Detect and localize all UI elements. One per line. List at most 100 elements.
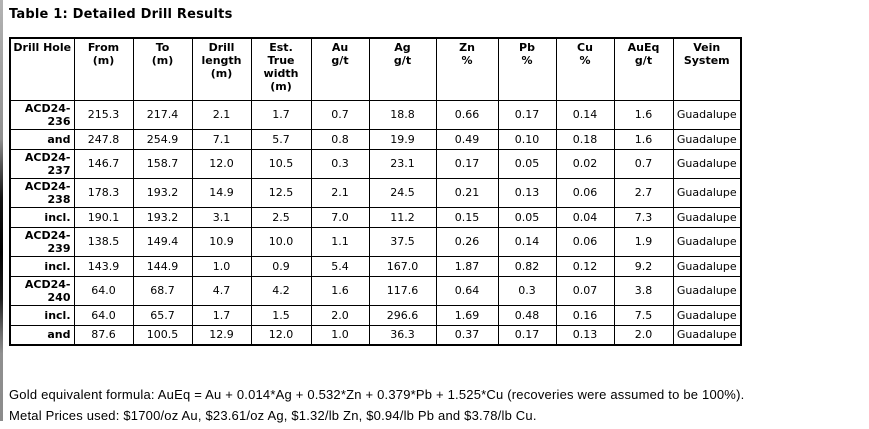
au-cell: 1.0 [310, 324, 370, 346]
drill-hole-cell: ACD24-239 [9, 226, 75, 257]
zn-cell: 0.37 [435, 324, 499, 346]
cu-cell: 0.07 [555, 275, 615, 306]
true-width-cell: 10.5 [250, 148, 312, 179]
col-header-drill-length: Drill length (m) [191, 37, 252, 101]
to-cell: 217.4 [132, 99, 193, 130]
drill-hole-cell: incl. [9, 304, 75, 326]
table-row: ACD24-236 215.3 217.4 2.1 1.7 0.7 18.8 0… [9, 99, 742, 130]
drill-length-cell: 4.7 [191, 275, 252, 306]
to-cell: 149.4 [132, 226, 193, 257]
to-cell: 144.9 [132, 255, 193, 277]
col-header-au: Au g/t [310, 37, 370, 101]
from-cell: 64.0 [73, 304, 134, 326]
cu-cell: 0.14 [555, 99, 615, 130]
to-cell: 254.9 [132, 128, 193, 150]
zn-cell: 0.21 [435, 177, 499, 208]
ag-cell: 18.8 [368, 99, 437, 130]
zn-cell: 0.64 [435, 275, 499, 306]
zn-cell: 1.69 [435, 304, 499, 326]
vein-cell: Guadalupe [672, 324, 742, 346]
from-cell: 138.5 [73, 226, 134, 257]
au-cell: 0.7 [310, 99, 370, 130]
ag-cell: 167.0 [368, 255, 437, 277]
zn-cell: 0.49 [435, 128, 499, 150]
table-row: ACD24-240 64.0 68.7 4.7 4.2 1.6 117.6 0.… [9, 275, 742, 306]
pb-cell: 0.05 [497, 206, 557, 228]
footnote-aueq-formula: Gold equivalent formula: AuEq = Au + 0.0… [9, 387, 745, 402]
vein-cell: Guadalupe [672, 206, 742, 228]
drill-hole-cell: and [9, 128, 75, 150]
ag-cell: 296.6 [368, 304, 437, 326]
cu-cell: 0.13 [555, 324, 615, 346]
ag-cell: 117.6 [368, 275, 437, 306]
col-header-from: From (m) [73, 37, 134, 101]
drill-length-cell: 1.7 [191, 304, 252, 326]
drill-hole-cell: ACD24-238 [9, 177, 75, 208]
table-row: incl. 190.1 193.2 3.1 2.5 7.0 11.2 0.15 … [9, 206, 742, 228]
drill-length-cell: 12.9 [191, 324, 252, 346]
from-cell: 64.0 [73, 275, 134, 306]
vein-cell: Guadalupe [672, 275, 742, 306]
aueq-cell: 9.2 [613, 255, 674, 277]
from-cell: 215.3 [73, 99, 134, 130]
footnotes: Gold equivalent formula: AuEq = Au + 0.0… [9, 387, 744, 423]
au-cell: 0.3 [310, 148, 370, 179]
col-header-to: To (m) [132, 37, 193, 101]
drill-hole-cell: incl. [9, 206, 75, 228]
document-page: Table 1: Detailed Drill Results Drill Ho… [9, 0, 744, 429]
table-row: ACD24-239 138.5 149.4 10.9 10.0 1.1 37.5… [9, 226, 742, 257]
vein-cell: Guadalupe [672, 226, 742, 257]
table-row: incl. 143.9 144.9 1.0 0.9 5.4 167.0 1.87… [9, 255, 742, 277]
aueq-cell: 1.6 [613, 128, 674, 150]
table-title: Table 1: Detailed Drill Results [9, 7, 233, 22]
zn-cell: 0.26 [435, 226, 499, 257]
cu-cell: 0.16 [555, 304, 615, 326]
au-cell: 7.0 [310, 206, 370, 228]
pb-cell: 0.10 [497, 128, 557, 150]
drill-hole-cell: and [9, 324, 75, 346]
from-cell: 146.7 [73, 148, 134, 179]
col-header-cu: Cu % [555, 37, 615, 101]
drill-length-cell: 1.0 [191, 255, 252, 277]
drill-length-cell: 7.1 [191, 128, 252, 150]
au-cell: 0.8 [310, 128, 370, 150]
pb-cell: 0.3 [497, 275, 557, 306]
true-width-cell: 1.7 [250, 99, 312, 130]
au-cell: 1.6 [310, 275, 370, 306]
vein-cell: Guadalupe [672, 255, 742, 277]
cu-cell: 0.18 [555, 128, 615, 150]
drill-hole-cell: ACD24-240 [9, 275, 75, 306]
drill-length-cell: 10.9 [191, 226, 252, 257]
drill-length-cell: 3.1 [191, 206, 252, 228]
to-cell: 100.5 [132, 324, 193, 346]
pb-cell: 0.13 [497, 177, 557, 208]
drill-hole-cell: ACD24-237 [9, 148, 75, 179]
true-width-cell: 12.5 [250, 177, 312, 208]
col-header-drill-hole: Drill Hole [9, 37, 75, 101]
to-cell: 193.2 [132, 177, 193, 208]
true-width-cell: 5.7 [250, 128, 312, 150]
zn-cell: 0.15 [435, 206, 499, 228]
vein-cell: Guadalupe [672, 304, 742, 326]
table-row: and 247.8 254.9 7.1 5.7 0.8 19.9 0.49 0.… [9, 128, 742, 150]
zn-cell: 0.17 [435, 148, 499, 179]
to-cell: 68.7 [132, 275, 193, 306]
true-width-cell: 0.9 [250, 255, 312, 277]
drill-length-cell: 14.9 [191, 177, 252, 208]
aueq-cell: 7.5 [613, 304, 674, 326]
ag-cell: 19.9 [368, 128, 437, 150]
table-row: and 87.6 100.5 12.9 12.0 1.0 36.3 0.37 0… [9, 324, 742, 346]
pb-cell: 0.05 [497, 148, 557, 179]
ag-cell: 23.1 [368, 148, 437, 179]
ag-cell: 24.5 [368, 177, 437, 208]
vein-cell: Guadalupe [672, 177, 742, 208]
au-cell: 1.1 [310, 226, 370, 257]
drill-results-table: Drill Hole From (m) To (m) Drill length … [9, 37, 742, 346]
from-cell: 143.9 [73, 255, 134, 277]
col-header-zn: Zn % [435, 37, 499, 101]
aueq-cell: 1.6 [613, 99, 674, 130]
pb-cell: 0.14 [497, 226, 557, 257]
header-row: Drill Hole From (m) To (m) Drill length … [9, 37, 742, 101]
ag-cell: 11.2 [368, 206, 437, 228]
pb-cell: 0.17 [497, 324, 557, 346]
